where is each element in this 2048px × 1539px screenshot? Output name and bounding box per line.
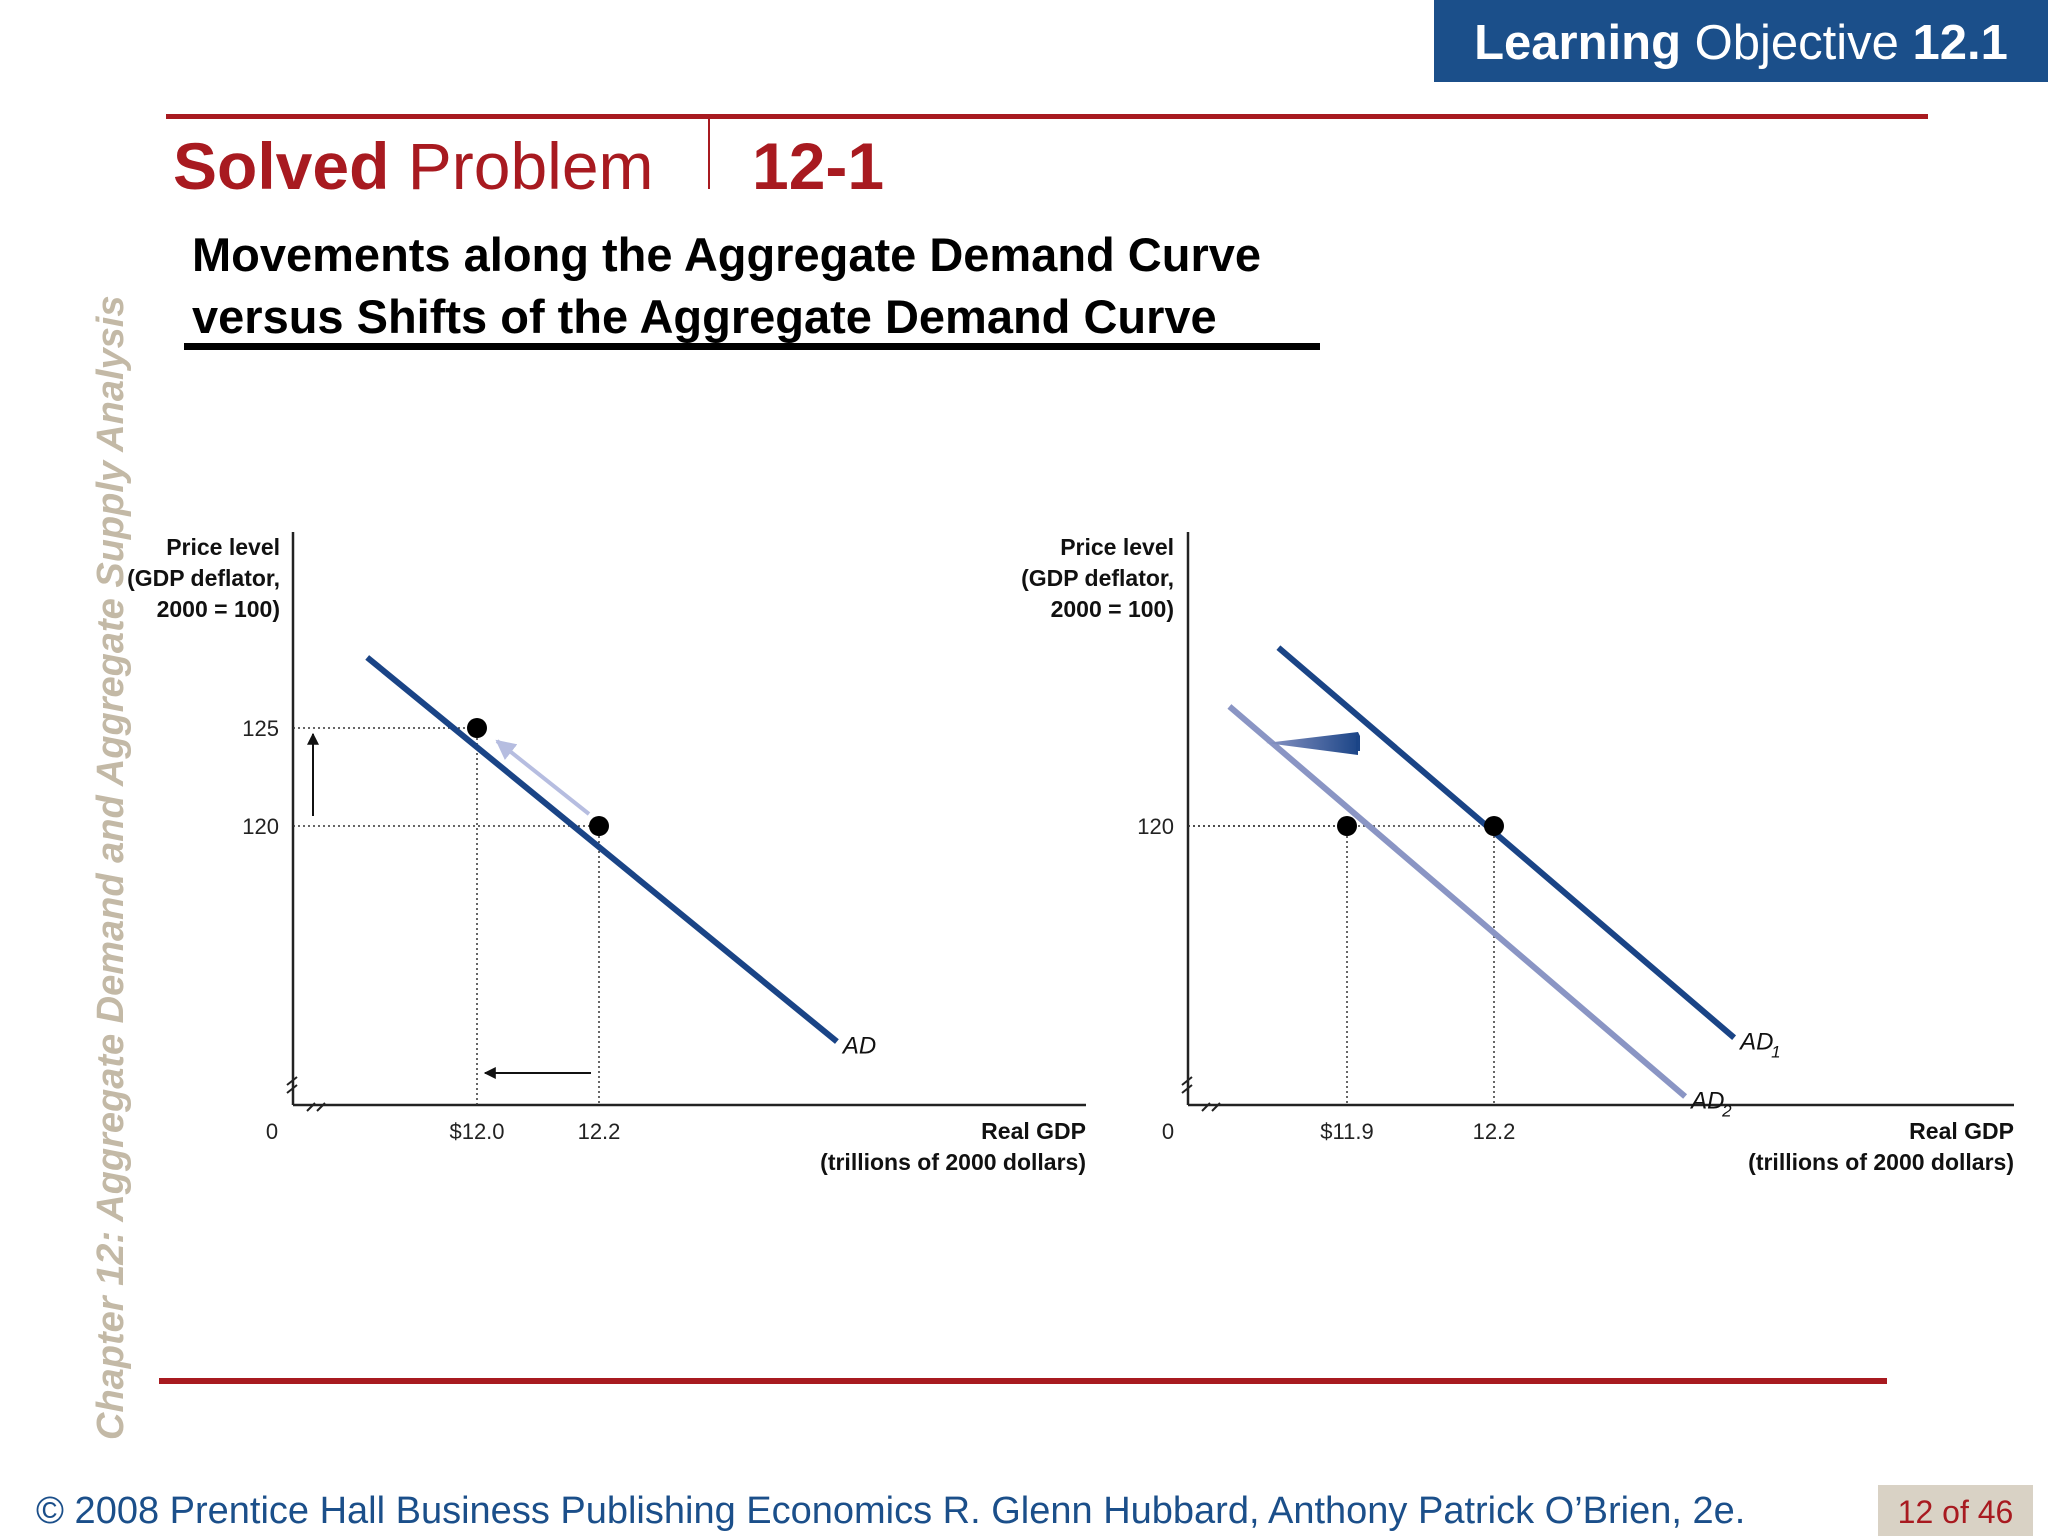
y-tick-label: 120 — [242, 814, 279, 839]
y-axis-label-line: Price level — [166, 534, 280, 560]
headline: Movements along the Aggregate Demand Cur… — [192, 224, 1261, 348]
curve-label-subscript: 1 — [1771, 1043, 1780, 1062]
axis-break-icon — [1181, 1076, 1221, 1112]
y-tick-label: 120 — [1137, 814, 1174, 839]
x-axis-label-line: (trillions of 2000 dollars) — [1748, 1149, 2014, 1175]
y-axis-label-line: Price level — [1060, 534, 1174, 560]
solved-problem-title: Solved Problem — [173, 128, 654, 204]
chart-left: Price level (GDP deflator, 2000 = 100) Real… — [127, 532, 1086, 1175]
badge-regular: Objective — [1694, 16, 1899, 70]
badge-number: 12.1 — [1912, 16, 2008, 70]
y-axis-label-line: 2000 = 100) — [1051, 596, 1174, 622]
solved-regular: Problem — [407, 129, 654, 203]
bottom-rule — [159, 1378, 1887, 1384]
top-rule — [166, 114, 1928, 119]
origin-label: 0 — [266, 1119, 278, 1144]
headline-line-2: versus Shifts of the Aggregate Demand Cu… — [192, 290, 1217, 343]
x-axis-label-line: Real GDP — [981, 1118, 1086, 1144]
y-axis-label-line: (GDP deflator, — [1021, 565, 1174, 591]
title-divider — [708, 119, 710, 189]
headline-line-1: Movements along the Aggregate Demand Cur… — [192, 228, 1262, 281]
x-axis-label-line: Real GDP — [1909, 1118, 2014, 1144]
page-number: 12 of 46 — [1878, 1485, 2033, 1536]
curve-ad1 — [1276, 645, 1737, 1040]
shift-arrow-tail — [1356, 736, 1358, 751]
axis-break-icon — [286, 1076, 326, 1112]
y-tick-label: 125 — [242, 716, 279, 741]
data-point — [467, 718, 487, 738]
x-tick-label: 12.2 — [1473, 1119, 1516, 1144]
curve-label-ad2: AD — [1689, 1087, 1724, 1114]
x-tick-label: $12.0 — [449, 1119, 504, 1144]
movement-along-curve-arrow — [495, 739, 591, 816]
x-axis-label-line: (trillions of 2000 dollars) — [820, 1149, 1086, 1175]
headline-rule — [184, 343, 1320, 350]
chart-right: Price level (GDP deflator, 2000 = 100) Real… — [1021, 532, 2014, 1175]
curve-label-ad1: AD — [1738, 1029, 1773, 1056]
x-tick-label: $11.9 — [1320, 1119, 1373, 1144]
origin-label: 0 — [1162, 1119, 1174, 1144]
y-axis-label-line: (GDP deflator, — [127, 565, 280, 591]
shift-left-arrow-icon — [1266, 732, 1360, 755]
solved-problem-number: 12-1 — [752, 129, 885, 203]
curve-ad2 — [1227, 704, 1688, 1099]
curve-ad — [365, 655, 839, 1044]
x-tick-label: 12.2 — [578, 1119, 621, 1144]
data-point — [589, 816, 609, 836]
curve-label-subscript: 2 — [1721, 1101, 1732, 1120]
data-point — [1337, 816, 1357, 836]
footer-copyright: © 2008 Prentice Hall Business Publishing… — [36, 1490, 1746, 1532]
y-axis-label-line: 2000 = 100) — [157, 596, 280, 622]
badge-bold: Learning — [1474, 16, 1682, 70]
data-point — [1484, 816, 1504, 836]
learning-objective-badge: Learning Objective 12.1 — [1434, 0, 2048, 82]
curve-label-ad: AD — [841, 1033, 876, 1060]
solved-bold: Solved — [173, 129, 390, 203]
